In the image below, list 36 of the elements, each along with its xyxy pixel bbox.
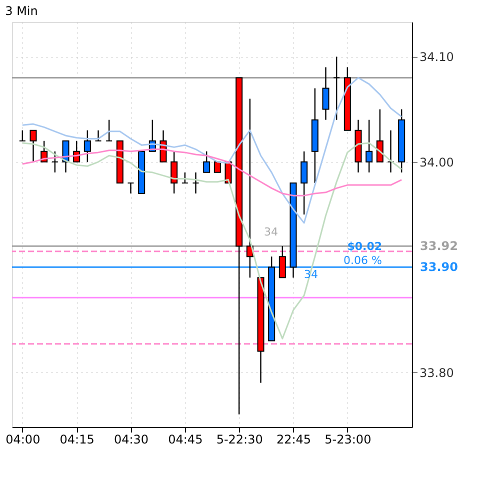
- x-tick-label: 04:30: [114, 432, 149, 446]
- candlestick: [322, 66, 330, 120]
- candlestick: [18, 130, 26, 142]
- candlestick: [30, 130, 37, 163]
- y-tick-label: 34.00: [420, 155, 454, 170]
- candlestick: [127, 182, 134, 194]
- candlestick: [300, 150, 308, 216]
- line-series: [22, 77, 402, 224]
- candlestick: [333, 56, 340, 120]
- ref-line-label: 33.92: [420, 239, 458, 254]
- candlestick: [181, 172, 188, 184]
- x-tick-label: 04:45: [168, 432, 203, 446]
- candlestick: [387, 130, 394, 174]
- candlestick: [84, 130, 91, 163]
- candlestick: [366, 119, 373, 174]
- y-tick-label: 34.10: [420, 50, 454, 64]
- x-tick-label: 04:15: [60, 432, 94, 446]
- candlestick: [203, 150, 210, 174]
- x-tick-label: 04:00: [6, 432, 40, 446]
- ref-line-label: 33.90: [420, 260, 458, 274]
- x-tick-label: 5-22:30: [216, 432, 263, 446]
- candlestick: [278, 245, 286, 278]
- candlestick: [94, 130, 102, 142]
- candlestick: [192, 172, 200, 194]
- x-tick-label: 5-23:00: [324, 432, 372, 446]
- annotation: 34: [304, 268, 318, 282]
- annotation: 34: [264, 226, 278, 239]
- candlestick: [170, 150, 178, 194]
- chart-title: 3 Min: [5, 4, 38, 18]
- annotation: $0.02: [347, 240, 382, 253]
- x-tick-label: 22:45: [276, 432, 312, 446]
- candlestick: [106, 119, 113, 142]
- candlestick: [376, 108, 384, 163]
- candlestick: [51, 150, 58, 174]
- annotation: 0.06 %: [344, 254, 382, 267]
- y-tick-label: 33.80: [420, 366, 454, 380]
